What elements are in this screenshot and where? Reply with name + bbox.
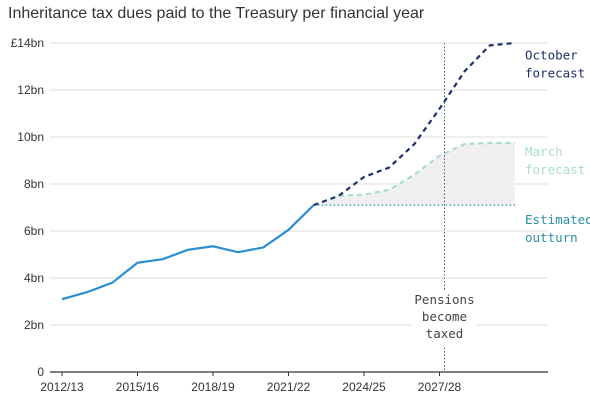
y-tick-label: 10bn: [17, 130, 44, 144]
series-line-march: [313, 141, 515, 207]
chart-title: Inheritance tax dues paid to the Treasur…: [8, 5, 425, 22]
series-lines: [61, 41, 516, 301]
march-label-line: March: [525, 144, 563, 159]
x-tick-label: 2021/22: [267, 380, 311, 394]
y-tick-label: 0: [37, 365, 44, 379]
x-tick-label: 2015/16: [116, 380, 160, 394]
x-tick-label: 2027/28: [418, 380, 462, 394]
x-tick-label: 2018/19: [191, 380, 235, 394]
x-tick-label: 2012/13: [40, 380, 84, 394]
y-tick-label: 4bn: [24, 271, 44, 285]
estimated-label-line: Estimated: [525, 212, 590, 227]
event-label-line: become: [422, 309, 467, 324]
y-tick-label: 6bn: [24, 224, 44, 238]
series-line-october: [313, 41, 516, 207]
x-tick-label: 2024/25: [342, 380, 386, 394]
october-label-line: forecast: [525, 65, 585, 80]
y-tick-label: 2bn: [24, 318, 44, 332]
y-tick-label: 8bn: [24, 177, 44, 191]
estimated-label-line: outturn: [525, 230, 578, 245]
y-tick-label: 12bn: [17, 83, 44, 97]
event-label-line: taxed: [426, 326, 464, 341]
march-forecast-band: [313, 142, 515, 206]
forecast-band: [313, 142, 515, 206]
y-tick-label: £14bn: [11, 36, 44, 50]
labels: 0 2bn 4bn 6bn 8bn 10bn 12bn £14bn 2012/13 2015/16…: [11, 36, 590, 394]
series-line-actual: [61, 204, 315, 301]
event-label-background: [412, 290, 477, 346]
event-label-line: Pensions: [414, 292, 474, 307]
october-label-line: October: [525, 47, 578, 62]
march-label-line: forecast: [525, 162, 585, 177]
